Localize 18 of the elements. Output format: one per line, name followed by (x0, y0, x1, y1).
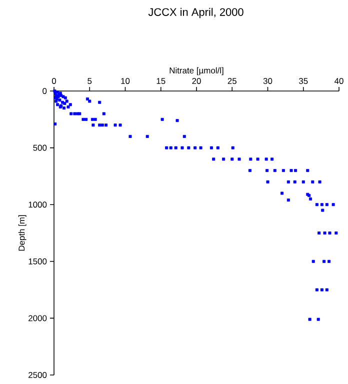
x-axis-title: Nitrate [µmol/l] (170, 67, 224, 76)
x-tick-label: 20 (192, 78, 201, 84)
x-tick-label: 30 (263, 78, 272, 84)
x-tick-label: 15 (156, 78, 166, 84)
x-tick-label: 0 (52, 78, 56, 84)
y-tick-label: 0 (42, 88, 47, 94)
y-tick-label: 1000 (28, 202, 47, 208)
x-tick-label: 35 (298, 78, 308, 84)
y-tick-label: 500 (33, 144, 47, 151)
x-tick-label: 10 (121, 78, 130, 84)
y-tick-label: 2000 (28, 315, 47, 322)
x-tick-label: 5 (88, 78, 92, 84)
y-tick-label: 1500 (28, 258, 47, 264)
x-tick-label: 25 (228, 78, 236, 84)
y-tick-label: 2500 (28, 372, 47, 378)
x-tick-label: 40 (334, 78, 344, 84)
chart-title: JCCX in April, 2000 (148, 8, 244, 18)
y-axis-title: Depth [m] (18, 215, 26, 251)
